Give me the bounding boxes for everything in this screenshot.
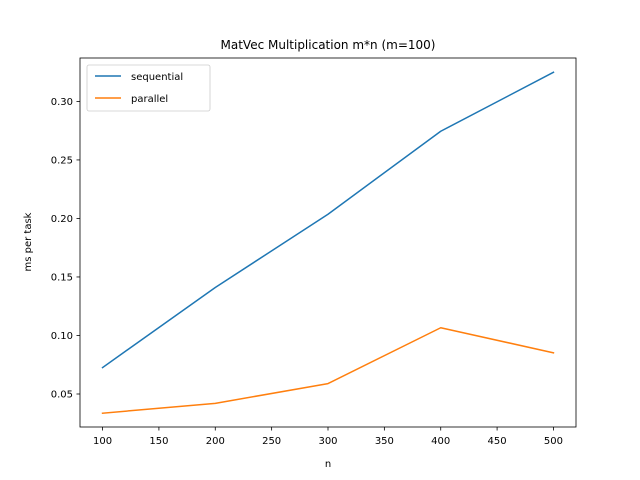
y-tick-label: 0.20 — [51, 214, 73, 225]
x-tick-label: 500 — [544, 436, 563, 447]
x-tick-label: 350 — [375, 436, 394, 447]
plot-background — [80, 58, 576, 427]
y-tick-label: 0.10 — [51, 331, 73, 342]
x-tick-label: 200 — [206, 436, 225, 447]
plot-area — [80, 58, 576, 427]
legend-label-parallel: parallel — [131, 94, 168, 105]
y-tick-label: 0.25 — [51, 155, 73, 166]
x-tick-label: 400 — [431, 436, 450, 447]
y-tick-label: 0.05 — [51, 389, 73, 400]
x-tick-label: 150 — [149, 436, 168, 447]
chart-title: MatVec Multiplication m*n (m=100) — [221, 38, 436, 52]
x-axis-ticks: 100 150 200 250 300 350 400 450 500 — [93, 427, 563, 447]
x-tick-label: 450 — [488, 436, 507, 447]
legend: sequential parallel — [86, 64, 211, 112]
x-tick-label: 100 — [93, 436, 112, 447]
x-tick-label: 250 — [262, 436, 281, 447]
series-layer — [101, 71, 555, 415]
series-line-parallel — [101, 327, 555, 415]
x-tick-label: 300 — [318, 436, 337, 447]
y-tick-label: 0.15 — [51, 272, 73, 283]
series-line-sequential — [101, 71, 555, 369]
y-tick-label: 0.30 — [51, 97, 73, 108]
legend-label-sequential: sequential — [131, 72, 183, 83]
y-axis-label: ms per task — [23, 212, 34, 271]
x-axis-label: n — [325, 459, 331, 470]
y-axis-ticks: 0.05 0.10 0.15 0.20 0.25 0.30 — [51, 97, 80, 400]
axes-frame — [79, 57, 577, 428]
